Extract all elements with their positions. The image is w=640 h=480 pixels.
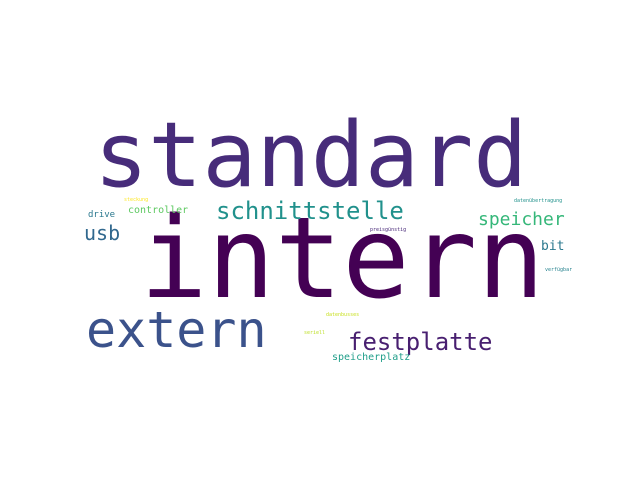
word-controller: controller xyxy=(128,205,189,216)
word-festplatte: festplatte xyxy=(348,328,493,356)
word-tiny: datenbusses xyxy=(326,312,360,318)
word-tiny: preisgünstig xyxy=(370,227,407,233)
word-standard: standard xyxy=(94,103,528,208)
word-speicher: speicher xyxy=(478,209,565,230)
word-extern: extern xyxy=(86,301,267,359)
word-tiny: seriell xyxy=(304,330,326,336)
word-bit: bit xyxy=(541,239,565,254)
word-usb: usb xyxy=(84,221,121,245)
word-drive: drive xyxy=(88,210,116,220)
word-tiny: steckung xyxy=(124,197,149,203)
word-schnittstelle: schnittstelle xyxy=(216,197,404,225)
word-speicherplatz: speicherplatz xyxy=(332,352,411,363)
word-cloud: standard intern extern schnittstelle fes… xyxy=(80,111,573,365)
word-tiny: verfügbar xyxy=(545,267,573,273)
word-intern: intern xyxy=(140,194,545,324)
word-tiny: datenübertragung xyxy=(514,198,563,204)
